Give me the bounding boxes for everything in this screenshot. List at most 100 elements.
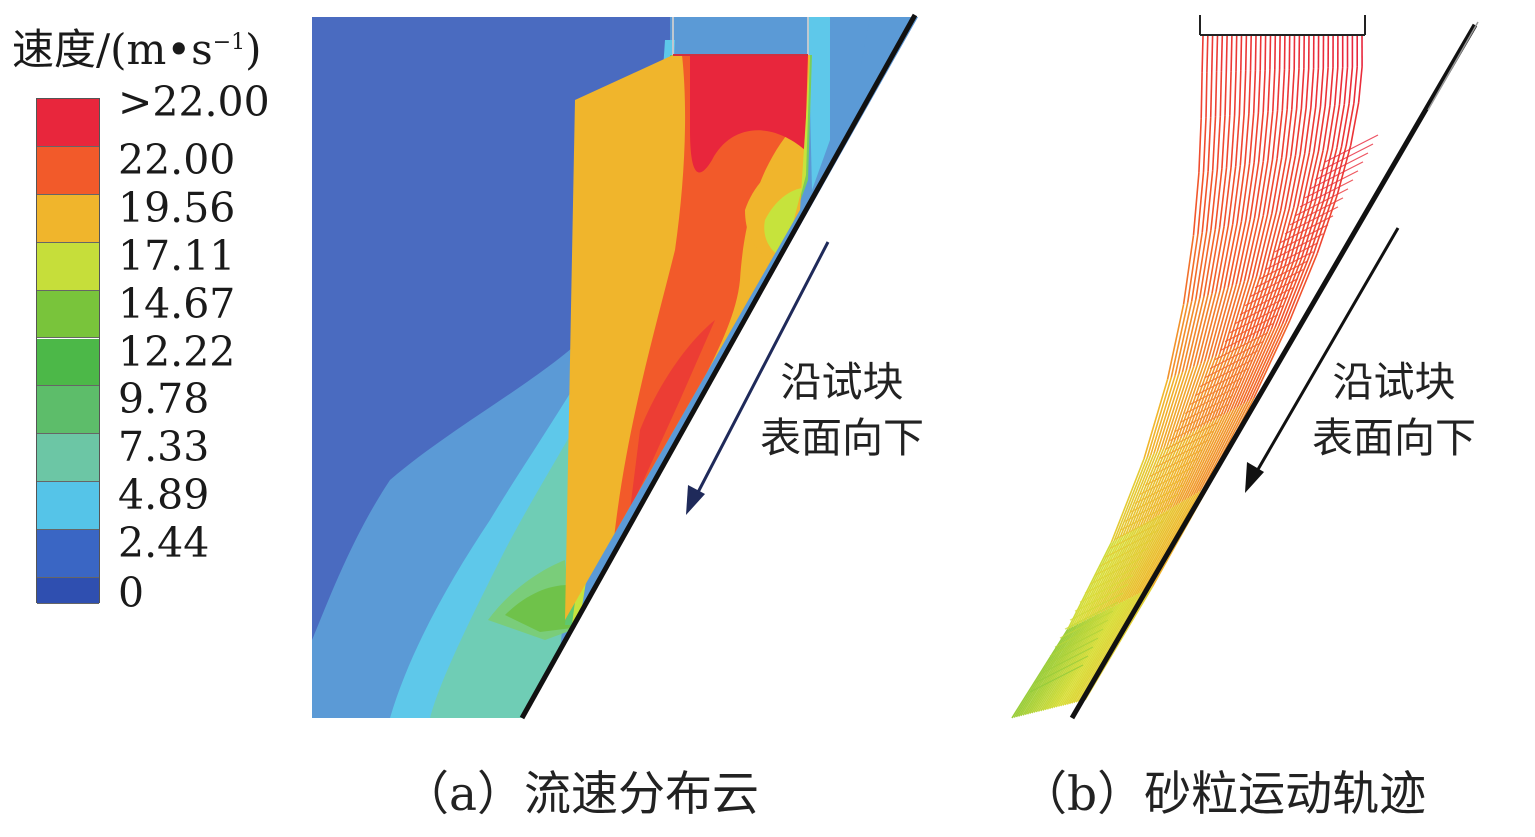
rebound-segment [1294, 188, 1349, 217]
flow-direction-label-a: 沿试块 表面向下 [760, 358, 924, 462]
trajectory-segment [1280, 205, 1299, 268]
rebound-segment [1154, 439, 1209, 468]
trajectory-segment [1239, 218, 1256, 283]
trajectory-segment [1134, 443, 1172, 530]
rebound-segment [1079, 574, 1134, 603]
trajectory-segment [1296, 200, 1317, 262]
trajectory-segment [1295, 68, 1300, 109]
trajectory-segment [1338, 67, 1344, 105]
rebound-segment [1304, 170, 1359, 199]
trajectory-segment [1219, 337, 1254, 417]
trajectory-segment [1223, 166, 1232, 227]
trajectory-segment [1284, 155, 1297, 210]
caption-b: （b）砂粒运动轨迹 [1020, 767, 1427, 822]
legend-tick-label: 2.44 [118, 519, 210, 568]
trajectory-segment [1292, 202, 1312, 263]
rebound-segment [1034, 655, 1089, 684]
trajectory-segment [1269, 35, 1272, 70]
trajectory-segment [1227, 221, 1243, 288]
trajectory-segment [1077, 535, 1124, 625]
trajectory-segment [1178, 416, 1222, 504]
trajectory-segment [1229, 332, 1265, 412]
trajectory-segment [1207, 117, 1212, 172]
trajectory-segment [1319, 67, 1325, 107]
trajectory-segment [1243, 216, 1260, 282]
trajectory-segment [1317, 105, 1326, 152]
rebound-segment [1224, 314, 1279, 343]
rebound-segment [1054, 619, 1109, 648]
trajectory-segment [1314, 149, 1329, 202]
trajectory-segment [1332, 145, 1347, 197]
rebound-segment [1169, 412, 1224, 442]
trajectory-segment [1209, 343, 1243, 423]
trajectory-segment [1245, 162, 1255, 221]
legend-swatch [37, 99, 99, 147]
trajectory-segment [1291, 68, 1295, 110]
rebound-segment [1129, 484, 1184, 513]
trajectory-segment [1225, 35, 1228, 72]
trajectory-segment [1246, 323, 1284, 402]
trajectory-segment [1218, 167, 1228, 228]
rebound-segment [1184, 385, 1239, 415]
trajectory-segment [1181, 414, 1225, 503]
trajectory-segment [1182, 235, 1195, 305]
legend-swatch [37, 194, 99, 243]
trajectory-segment [1074, 537, 1121, 626]
trajectory-segment [1259, 35, 1262, 71]
trajectory-segment [1200, 72, 1203, 119]
trajectory-segment [1186, 233, 1199, 303]
trajectory-segment [1220, 35, 1224, 72]
trajectory-segment [1297, 152, 1311, 207]
nozzle-outline [1199, 15, 1366, 36]
trajectory-segment [1226, 334, 1261, 414]
trajectory-segment [1186, 355, 1217, 436]
trajectory-segment [1064, 597, 1130, 706]
trajectory-segment [1272, 69, 1276, 112]
trajectory-segment [1239, 113, 1245, 166]
rebound-segment [1139, 466, 1194, 495]
trajectory-segment [1210, 169, 1219, 231]
trajectory-segment [1255, 213, 1273, 277]
trajectory-segment [1153, 373, 1180, 454]
trajectory-segment [1131, 499, 1186, 598]
trajectory-segment [1197, 171, 1205, 235]
trajectory-segment [1353, 66, 1358, 104]
trajectory-segment [1267, 209, 1286, 273]
trajectory-segment [1149, 375, 1176, 456]
trajectory-segment [1236, 164, 1246, 224]
rebound-segment [1114, 511, 1169, 540]
trajectory-segment [1259, 211, 1278, 276]
trajectory-segment [1201, 171, 1209, 233]
trajectory-segment [1179, 359, 1210, 439]
trajectory-segment [1214, 168, 1223, 230]
trajectory-segment [1238, 70, 1242, 115]
trajectory-segment [1248, 270, 1274, 341]
trajectory-segment [1230, 114, 1236, 168]
trajectory-segment [1213, 341, 1247, 421]
trajectory-segment [1142, 438, 1182, 525]
trajectory-segment [1223, 222, 1238, 289]
trajectory-segment [1233, 330, 1269, 410]
trajectory-segment [1110, 458, 1145, 543]
rebound-segment [1124, 493, 1179, 522]
trajectory-segment [1067, 542, 1113, 630]
trajectory-segment [1231, 220, 1247, 286]
trajectory-segment [1206, 345, 1239, 425]
trajectory-segment [1244, 35, 1248, 71]
trajectory-segment [1072, 538, 1118, 628]
trajectory-segment [1285, 254, 1314, 323]
trajectory-segment [1324, 67, 1329, 107]
legend-tick-label: 22.00 [118, 135, 236, 184]
trajectory-segment [1181, 297, 1201, 373]
trajectory-segment [1069, 540, 1115, 629]
trajectory-segment [1143, 378, 1169, 460]
trajectory-segment [1119, 453, 1155, 538]
rebound-segment [1194, 368, 1249, 397]
trajectory-segment [1294, 108, 1303, 156]
rebound-segment [1249, 269, 1304, 298]
trajectory-segment [1073, 592, 1141, 704]
trajectory-segment [1254, 35, 1257, 71]
trajectory-segment [1170, 302, 1189, 378]
trajectory-segment [1211, 226, 1225, 294]
trajectory-segment [1262, 159, 1274, 216]
